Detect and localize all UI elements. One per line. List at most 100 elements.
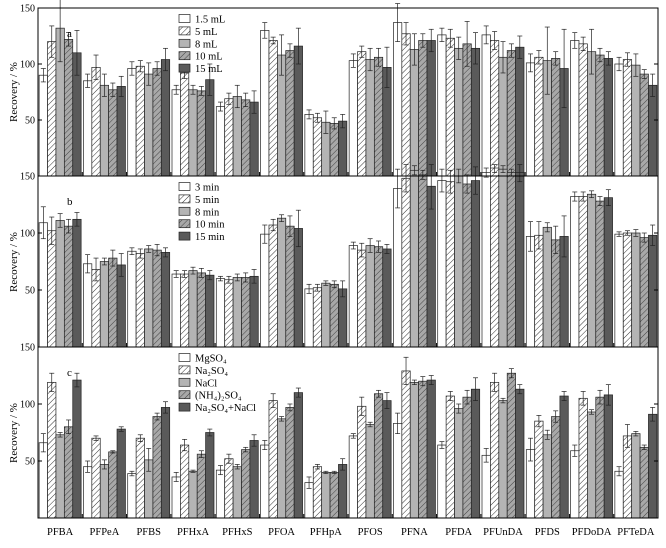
bar-a-PFDA-s2 (445, 37, 455, 177)
bar-a-PFTeDA-s1 (614, 63, 624, 177)
legend-swatch (178, 390, 191, 400)
bar-b-PFHxS-s2 (224, 279, 234, 348)
bar-c-PFOA-s4 (285, 407, 295, 519)
bar-c-PFDS-s4 (551, 416, 561, 519)
bar-b-PFNA-s4 (418, 174, 428, 348)
x-category-label: PFOS (358, 527, 383, 538)
y-tick-label: 150 (20, 172, 35, 183)
legend-swatch (178, 194, 191, 204)
bar-c-PFHxS-s1 (215, 469, 226, 519)
x-category-label: PFBA (47, 527, 74, 538)
bar-b-PFHxA-s3 (188, 270, 198, 348)
bar-c-PFHxS-s5 (249, 440, 259, 519)
bar-c-PFHxA-s1 (171, 476, 181, 519)
y-tick-label: 50 (25, 286, 35, 297)
legend-label: 15 min (195, 232, 225, 243)
bar-a-PFPeA-s1 (83, 80, 93, 177)
legend-label: 8 mL (195, 39, 217, 50)
bar-c-PFHxS-s2 (224, 458, 234, 519)
bar-a-PFOA-s2 (268, 40, 278, 177)
bar-a-PFNA-s1 (393, 22, 403, 177)
legend-label: 5 min (195, 195, 220, 206)
x-category-label: PFHxS (222, 527, 253, 538)
bar-c-PFDA-s3 (454, 408, 464, 519)
bar-a-PFHpA-s2 (312, 117, 323, 177)
bar-b-PFNA-s3 (409, 169, 419, 348)
bar-c-PFBA-s2 (47, 381, 57, 519)
bar-b-PFOA-s2 (268, 224, 278, 348)
legend-label: Na₂SO₄+NaCl (195, 403, 256, 414)
bar-b-PFHxA-s5 (205, 274, 215, 348)
bar-c-PFDS-s3 (542, 434, 552, 519)
bar-c-PFHxA-s3 (188, 470, 198, 519)
bar-a-PFDS-s1 (525, 62, 536, 177)
bar-a-PFHpA-s1 (304, 114, 314, 177)
bar-a-PFBS-s3 (144, 73, 154, 177)
bar-c-PFBS-s2 (135, 437, 145, 519)
legend-swatch (178, 51, 191, 61)
bar-a-PFHxS-s4 (241, 99, 251, 177)
bar-a-PFOA-s1 (260, 30, 270, 177)
y-tick-label: 100 (20, 229, 35, 240)
bar-a-PFTeDA-s3 (631, 64, 641, 177)
bar-a-PFDA-s5 (470, 47, 481, 177)
bar-b-PFHpA-s5 (338, 288, 348, 348)
bar-b-PFHxA-s4 (196, 272, 206, 348)
bar-c-PFOS-s3 (365, 424, 375, 519)
bar-c-PFOA-s3 (277, 418, 287, 519)
bar-a-PFTeDA-s4 (639, 73, 649, 177)
bar-a-PFTeDA-s2 (622, 59, 633, 177)
bar-a-PFDA-s3 (454, 47, 464, 177)
bar-b-PFTeDA-s5 (648, 234, 658, 348)
legend-label: 15 mL (195, 64, 223, 75)
bar-a-PFBS-s2 (135, 65, 145, 177)
legend-label: 5 mL (195, 27, 217, 38)
bar-a-PFHxS-s3 (232, 96, 242, 177)
bar-c-PFBA-s5 (72, 379, 82, 519)
bar-a-PFDA-s1 (437, 34, 447, 177)
panel-label-c: c (67, 367, 72, 379)
bar-c-PFOS-s5 (382, 400, 392, 519)
bar-b-PFPeA-s3 (99, 261, 109, 348)
bar-b-PFBA-s1 (38, 222, 48, 348)
bar-c-PFDoDA-s2 (578, 397, 588, 519)
bar-b-PFTeDA-s2 (622, 232, 633, 348)
bar-b-PFBS-s1 (127, 250, 137, 348)
bar-a-PFDS-s4 (551, 58, 561, 177)
bar-c-PFHxS-s4 (241, 449, 251, 519)
bar-b-PFUnDA-s5 (515, 172, 525, 348)
bar-a-PFPeA-s3 (99, 84, 109, 177)
bar-a-PFBS-s4 (152, 68, 162, 177)
bar-b-PFOS-s3 (365, 245, 375, 348)
legend-label: NaCl (195, 378, 217, 389)
bar-b-PFUnDA-s3 (498, 168, 508, 348)
bar-b-PFDA-s1 (437, 180, 447, 348)
bar-c-PFUnDA-s1 (481, 454, 491, 519)
bar-c-PFHpA-s3 (321, 472, 331, 519)
x-category-label: PFNA (401, 527, 428, 538)
bar-c-PFDoDA-s1 (570, 450, 580, 519)
bar-a-PFDoDA-s2 (578, 43, 588, 177)
bar-b-PFBA-s3 (55, 220, 65, 348)
bar-c-PFHxA-s5 (205, 432, 215, 519)
bar-c-PFPeA-s3 (99, 464, 109, 519)
bar-c-PFHxS-s3 (232, 466, 242, 519)
bar-a-PFUnDA-s1 (481, 34, 491, 177)
bar-a-PFPeA-s2 (91, 67, 101, 177)
bar-c-PFDS-s2 (534, 420, 544, 519)
bar-a-PFDS-s2 (534, 56, 544, 177)
x-category-label: PFPeA (90, 527, 120, 538)
x-category-label: PFHpA (310, 527, 343, 538)
bar-b-PFBS-s2 (135, 253, 145, 348)
legend-label: 3 min (195, 183, 220, 194)
bar-a-PFNA-s3 (409, 49, 419, 177)
bar-c-PFDS-s5 (559, 395, 569, 519)
bar-c-PFOA-s2 (268, 400, 278, 519)
bar-b-PFDA-s2 (445, 181, 455, 348)
bar-a-PFUnDA-s4 (506, 50, 516, 177)
x-category-label: PFHxA (177, 527, 210, 538)
bar-b-PFBA-s5 (72, 218, 82, 348)
